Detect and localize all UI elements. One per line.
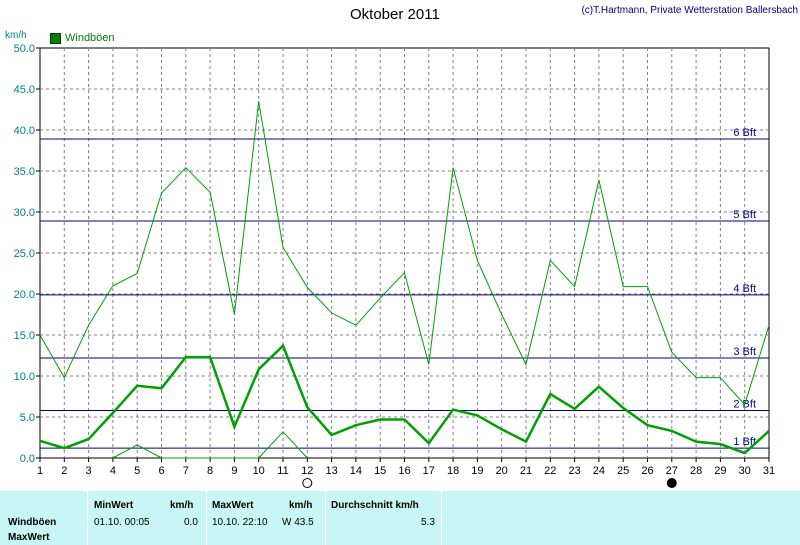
full-moon-icon — [302, 478, 313, 488]
x-tick-label: 2 — [61, 465, 67, 477]
y-tick-label: 40.0 — [14, 125, 35, 137]
y-tick-label: 20.0 — [14, 289, 35, 301]
x-tick-label: 28 — [690, 465, 702, 477]
max-unit-header: km/h — [289, 500, 313, 511]
max-time: 10.10. 22:10 — [212, 517, 268, 528]
x-tick-label: 15 — [374, 465, 386, 477]
x-tick-label: 26 — [641, 465, 653, 477]
x-tick-label: 10 — [253, 465, 265, 477]
avg-value: 5.3 — [421, 517, 435, 528]
stats-divider — [206, 491, 207, 545]
y-tick-label: 25.0 — [14, 248, 35, 260]
bft-label: 5 Bft — [733, 209, 756, 221]
x-tick-label: 23 — [568, 465, 580, 477]
x-tick-label: 20 — [496, 465, 508, 477]
x-tick-label: 31 — [763, 465, 775, 477]
x-tick-label: 7 — [183, 465, 189, 477]
legend-label: Windböen — [65, 32, 115, 44]
new-moon-icon — [666, 478, 677, 488]
row-label: Windböen — [8, 517, 57, 528]
x-tick-label: 14 — [350, 465, 362, 477]
bft-label: 6 Bft — [733, 127, 756, 139]
credit-text: (c)T.Hartmann, Private Wetterstation Bal… — [581, 5, 798, 16]
y-tick-label: 10.0 — [14, 371, 35, 383]
min-header: MinWert — [94, 500, 134, 511]
x-tick-label: 4 — [110, 465, 116, 477]
x-tick-label: 17 — [423, 465, 435, 477]
min-value: 0.0 — [184, 517, 198, 528]
bft-label: 1 Bft — [733, 436, 756, 448]
stats-divider — [87, 491, 88, 545]
x-tick-label: 6 — [158, 465, 164, 477]
footer-label: MaxWert — [8, 532, 50, 543]
stats-divider — [441, 491, 442, 545]
stats-panel: MinWert km/h MaxWert km/h Durchschnitt k… — [0, 491, 800, 545]
y-tick-label: 45.0 — [14, 84, 35, 96]
x-tick-label: 5 — [134, 465, 140, 477]
x-tick-label: 19 — [471, 465, 483, 477]
legend-swatch — [50, 32, 61, 44]
min-time: 01.10. 00:05 — [94, 517, 150, 528]
x-tick-label: 3 — [86, 465, 92, 477]
x-tick-label: 22 — [544, 465, 556, 477]
wind-gust-chart: 1 2 3 4 5 6 7 8 9 10 11 12 13 14 15 16 17 18 19 20 21 22 23 24 2… — [14, 43, 775, 488]
max-header: MaxWert — [212, 500, 254, 511]
x-tick-label: 24 — [593, 465, 605, 477]
x-tick-label: 29 — [714, 465, 726, 477]
x-tick-label: 11 — [277, 465, 288, 477]
bft-label: 4 Bft — [733, 283, 756, 295]
x-tick-label: 27 — [666, 465, 678, 477]
x-tick-label: 9 — [231, 465, 237, 477]
x-tick-label: 12 — [301, 465, 313, 477]
x-tick-label: 16 — [398, 465, 410, 477]
stats-divider — [325, 491, 326, 545]
x-tick-label: 18 — [447, 465, 459, 477]
series-line — [112, 431, 308, 459]
max-value: W 43.5 — [282, 517, 314, 528]
y-tick-label: 5.0 — [20, 412, 35, 424]
chart-title: Oktober 2011 — [350, 6, 440, 23]
x-tick-label: 13 — [325, 465, 337, 477]
y-tick-label: 50.0 — [14, 43, 35, 55]
y-axis-unit: km/h — [5, 30, 27, 41]
y-tick-label: 0.0 — [20, 453, 35, 465]
x-tick-label: 30 — [739, 465, 751, 477]
series-line — [39, 343, 770, 455]
bft-label: 3 Bft — [733, 346, 756, 358]
x-tick-label: 1 — [37, 465, 43, 477]
y-tick-label: 30.0 — [14, 207, 35, 219]
y-tick-label: 35.0 — [14, 166, 35, 178]
min-unit-header: km/h — [170, 500, 194, 511]
x-tick-label: 8 — [207, 465, 213, 477]
y-tick-label: 15.0 — [14, 330, 35, 342]
legend: Windböen — [50, 32, 115, 44]
series-line — [39, 101, 770, 406]
x-tick-label: 21 — [520, 465, 532, 477]
x-tick-label: 25 — [617, 465, 629, 477]
avg-header: Durchschnitt km/h — [331, 500, 419, 511]
